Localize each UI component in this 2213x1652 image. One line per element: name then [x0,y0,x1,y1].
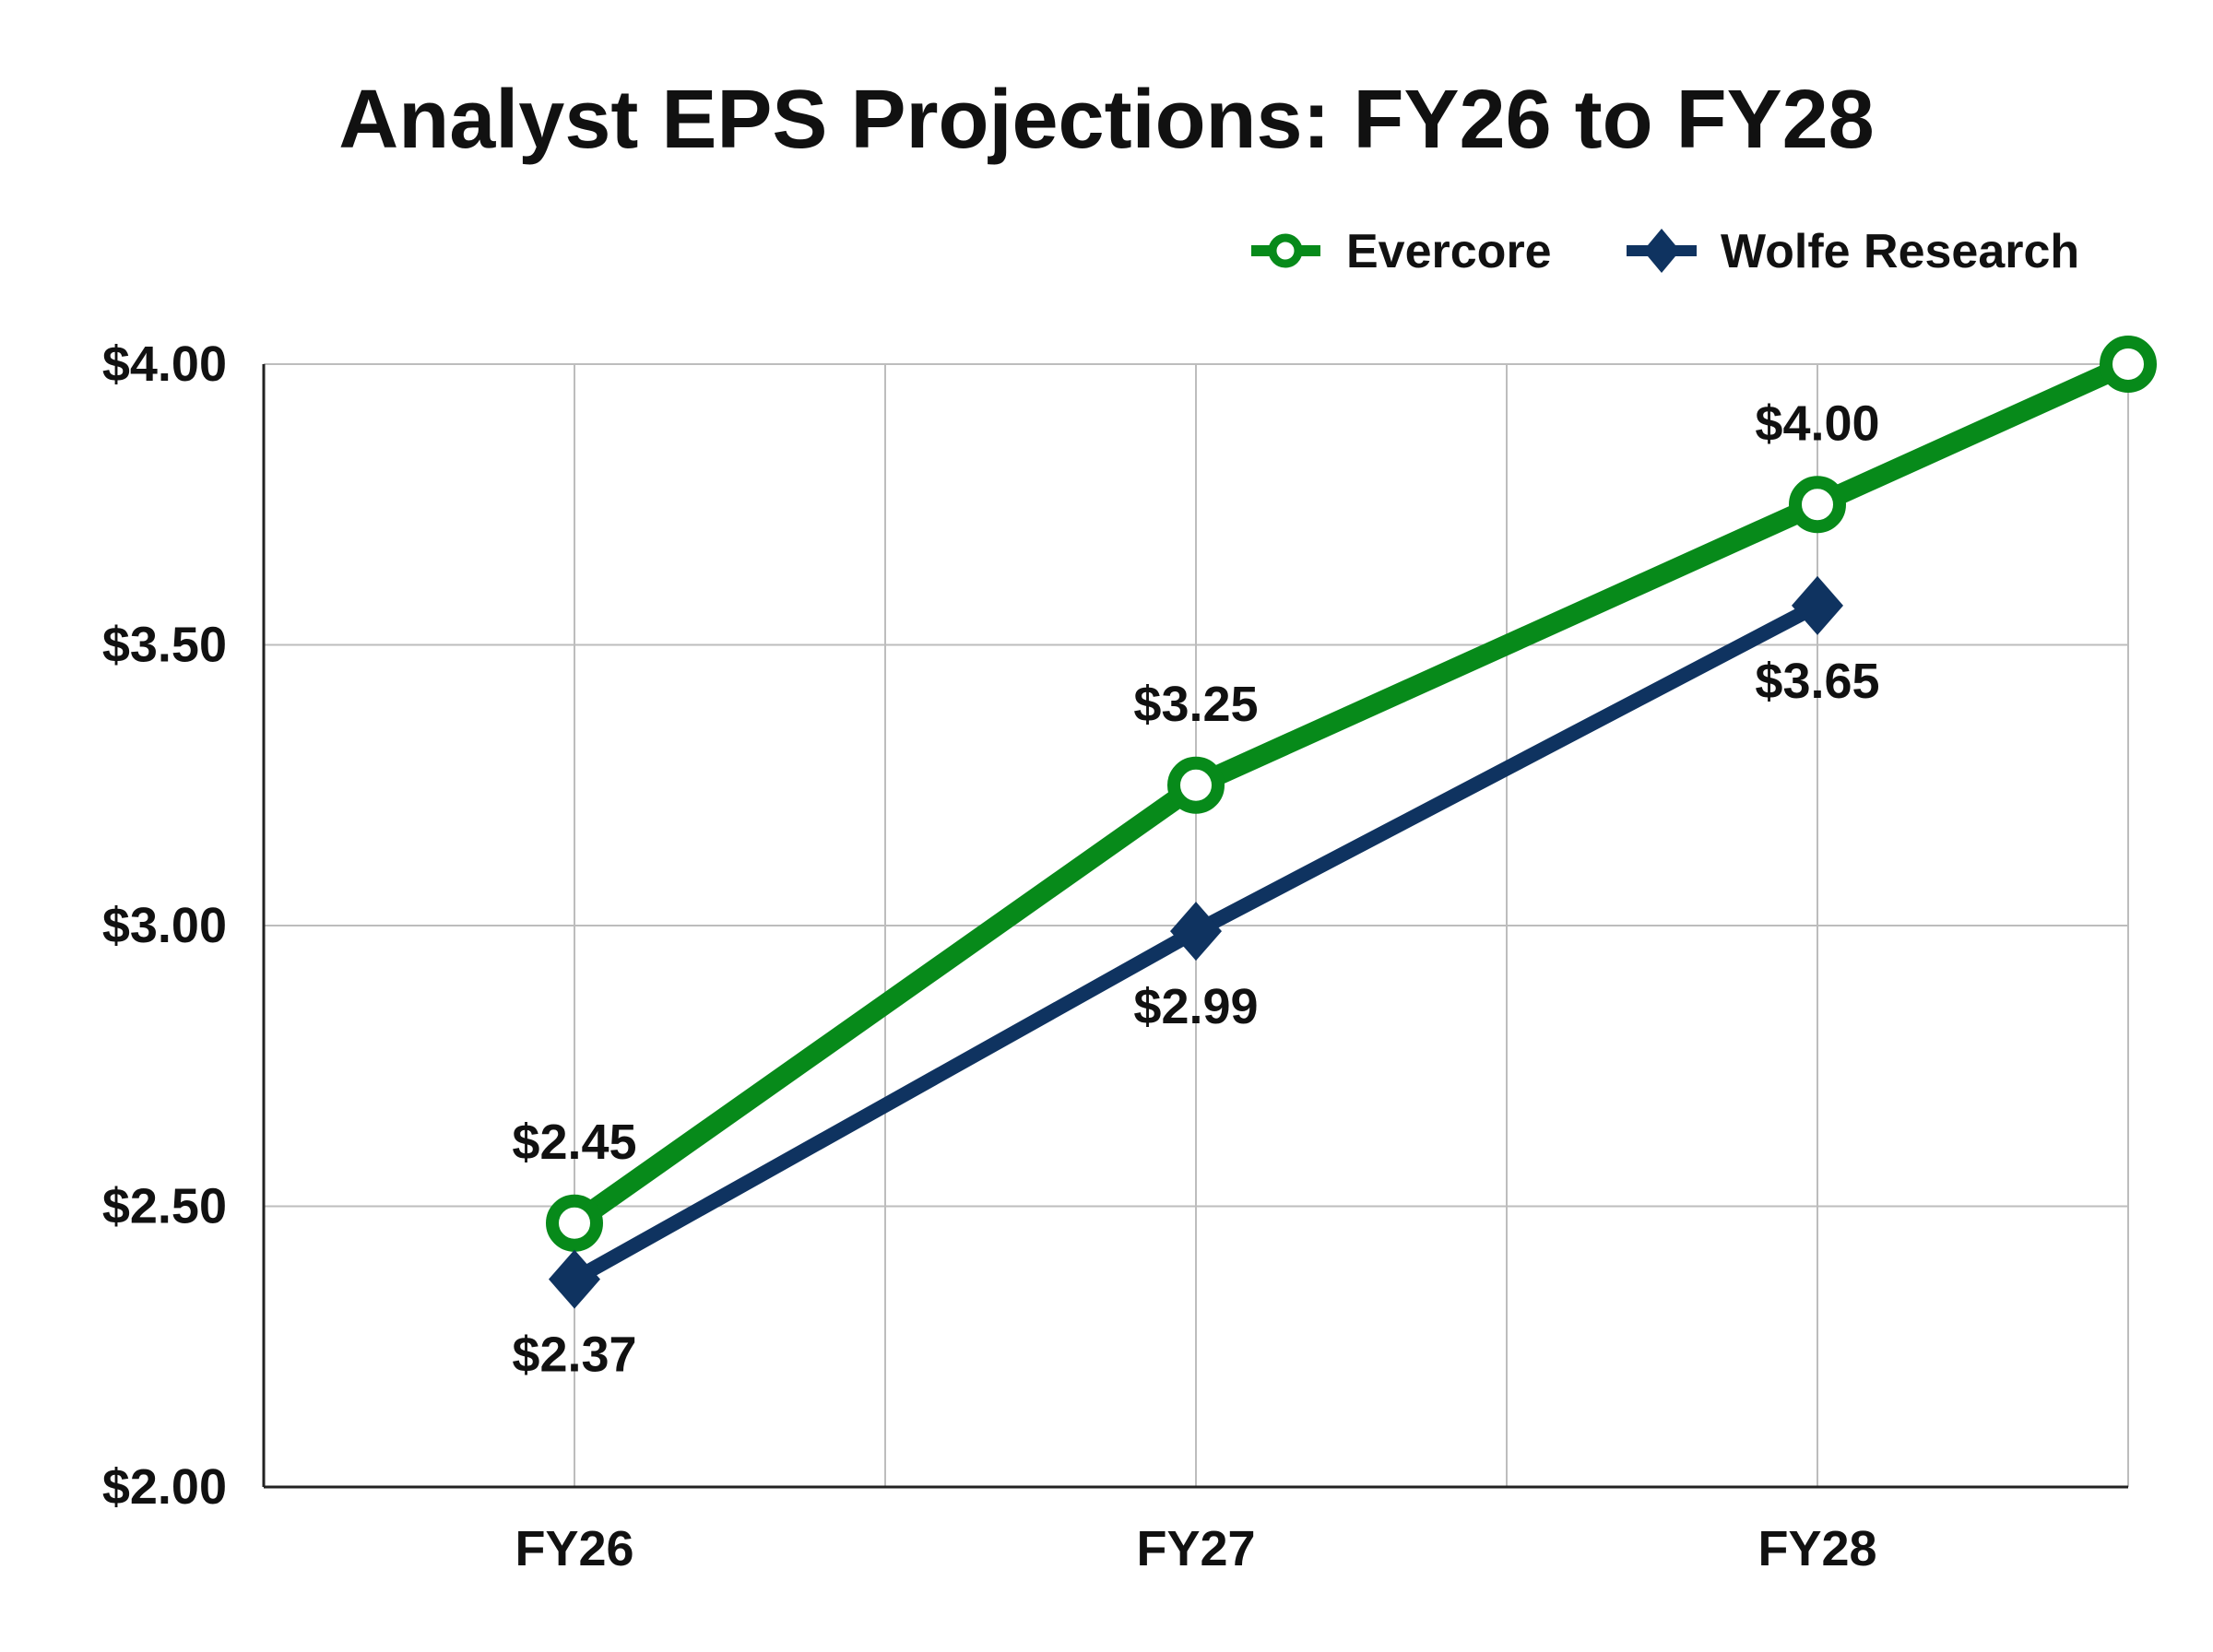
grid [264,363,2129,1487]
axes: $2.00 $2.50 $3.00 $3.50 $4.00 FY26 FY27 FY28 [102,336,2128,1576]
data-point-evercore [2100,336,2157,393]
legend-marker-wolfe-research [1643,229,1680,273]
data-point-wolfe-research [1170,902,1222,962]
y-tick-label: $3.50 [102,618,227,673]
legend-label-evercore: Evercore [1346,225,1552,278]
data-label: $3.65 [1755,654,1879,709]
legend-marker-evercore [1268,233,1303,268]
x-tick-label: FY27 [1136,1521,1255,1576]
data-label: $2.45 [512,1115,636,1170]
legend: Evercore Wolfe Research [1251,225,2079,278]
data-point-evercore [1789,476,1846,534]
data-point-evercore [1167,756,1225,814]
data-label: $4.00 [1755,395,1879,451]
data-point-evercore [546,1194,603,1252]
data-label: $2.37 [512,1328,636,1383]
y-tick-label: $4.00 [102,336,227,392]
series-layer: $2.45 $3.25 $4.00 $2.37 $2.99 $3.65 [512,336,2157,1383]
y-tick-label: $2.00 [102,1459,227,1515]
chart-title: Analyst EPS Projections: FY26 to FY28 [338,74,1874,166]
data-point-wolfe-research [1792,575,1843,635]
y-tick-label: $3.00 [102,898,227,953]
legend-label-wolfe-research: Wolfe Research [1721,225,2079,278]
series-line-evercore [568,354,2133,1232]
y-tick-label: $2.50 [102,1179,227,1234]
data-label: $2.99 [1133,979,1258,1034]
data-label: $3.25 [1133,677,1258,732]
x-tick-label: FY26 [515,1521,633,1576]
data-point-wolfe-research [549,1249,600,1309]
x-tick-label: FY28 [1757,1521,1876,1576]
